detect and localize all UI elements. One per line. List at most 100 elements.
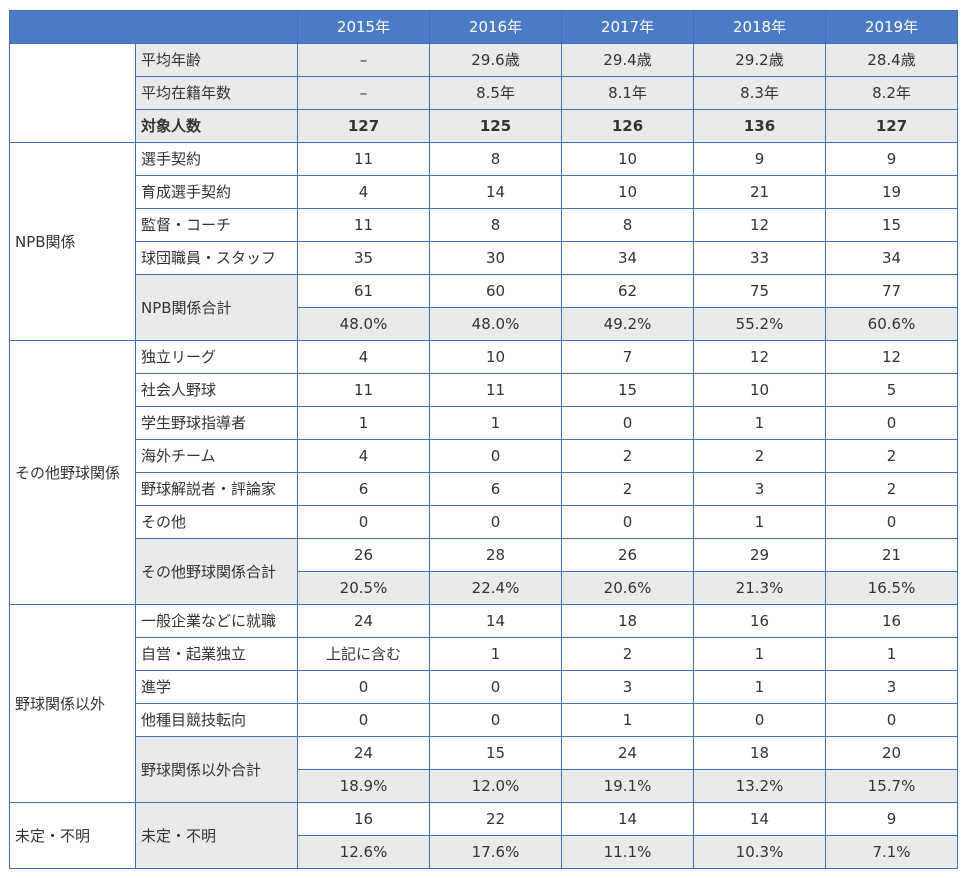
value-cell: 14 xyxy=(429,604,562,638)
percent-cell: 55.2% xyxy=(693,307,826,341)
table-row: 学生野球指導者 1 1 0 1 0 xyxy=(10,406,958,440)
value-cell: 0 xyxy=(429,505,562,539)
value-cell: 11 xyxy=(429,373,562,407)
value-cell: 11 xyxy=(297,208,430,242)
table-row: その他野球関係 独立リーグ 4 10 7 12 12 xyxy=(9,340,958,605)
percent-cell: 19.1% xyxy=(561,769,694,803)
value-cell: 16 xyxy=(297,802,430,836)
table-row: 平均年齢 –29.6歳 29.4歳 29.2歳 28.4歳 xyxy=(9,43,958,143)
value-cell: 24 xyxy=(297,604,430,638)
item-label: 自営・起業独立 xyxy=(135,637,298,671)
value-cell: 10 xyxy=(429,340,562,374)
value-cell: 16 xyxy=(825,604,958,638)
value-cell: 1 xyxy=(693,406,826,440)
value-cell: 1 xyxy=(561,703,694,737)
value-cell: 0 xyxy=(825,505,958,539)
value-cell: 1 xyxy=(693,505,826,539)
table-row: 育成選手契約 4 14 10 21 19 xyxy=(10,175,958,209)
percent-cell: 17.6% xyxy=(429,835,562,869)
percent-cell: 13.2% xyxy=(693,769,826,803)
table-row: 対象人数 127 125 126 136 127 xyxy=(10,109,958,143)
value-cell: 6 xyxy=(297,472,430,506)
value-cell: 5 xyxy=(825,373,958,407)
value-cell: 21 xyxy=(825,538,958,572)
percent-cell: 49.2% xyxy=(561,307,694,341)
item-label: 野球関係以外合計 xyxy=(135,736,298,803)
value-cell: 29 xyxy=(693,538,826,572)
item-label: 他種目競技転向 xyxy=(135,703,298,737)
item-label: 進学 xyxy=(135,670,298,704)
value-cell: 8.2年 xyxy=(825,76,958,110)
item-label: 選手契約 xyxy=(135,142,298,176)
table-row: 18.9% 12.0% 19.1% 13.2% 15.7% xyxy=(10,769,958,803)
value-cell: 35 xyxy=(297,241,430,275)
value-cell: 15 xyxy=(561,373,694,407)
value-cell: 127 xyxy=(825,109,958,143)
item-label: 育成選手契約 xyxy=(135,175,298,209)
value-cell: 11 xyxy=(297,373,430,407)
value-cell: 9 xyxy=(825,142,958,176)
value-cell: 0 xyxy=(561,406,694,440)
table-row: その他 0 0 0 1 0 xyxy=(10,505,958,539)
value-cell: 60 xyxy=(429,274,562,308)
table-row: 監督・コーチ 11 8 8 12 15 xyxy=(10,208,958,242)
value-cell: 75 xyxy=(693,274,826,308)
header-year: 2016年 xyxy=(429,10,562,44)
value-cell: 12 xyxy=(693,208,826,242)
table-row: 他種目競技転向 0 0 1 0 0 xyxy=(10,703,958,737)
value-cell: 1 xyxy=(825,637,958,671)
value-cell: 8.5年 xyxy=(429,76,562,110)
item-label: 監督・コーチ xyxy=(135,208,298,242)
table-row: その他野球関係合計 26 28 26 29 21 xyxy=(10,538,958,605)
value-cell: 30 xyxy=(429,241,562,275)
table-row: 野球解説者・評論家 6 6 2 3 2 xyxy=(10,472,958,506)
percent-cell: 48.0% xyxy=(429,307,562,341)
value-cell: 26 xyxy=(561,538,694,572)
percent-cell: 21.3% xyxy=(693,571,826,605)
percent-cell: 7.1% xyxy=(825,835,958,869)
table-row: 球団職員・スタッフ 35 30 34 33 34 xyxy=(10,241,958,275)
table-row: NPB関係合計 61 60 62 75 77 xyxy=(10,274,958,341)
category-label xyxy=(9,43,136,143)
table-row: 海外チーム 4 0 2 2 2 xyxy=(10,439,958,473)
value-cell: 1 xyxy=(429,406,562,440)
value-cell: 8.3年 xyxy=(693,76,826,110)
value-cell: 4 xyxy=(297,439,430,473)
value-cell: 22 xyxy=(429,802,562,836)
value-cell: 0 xyxy=(297,505,430,539)
item-label: 球団職員・スタッフ xyxy=(135,241,298,275)
value-cell: 8 xyxy=(429,208,562,242)
header-row: 2015年 2016年 2017年 2018年 2019年 xyxy=(9,10,958,44)
header-year: 2015年 xyxy=(297,10,430,44)
table-row: 野球関係以外合計 24 15 24 18 20 xyxy=(10,736,958,803)
value-cell: 12 xyxy=(693,340,826,374)
value-cell: 14 xyxy=(429,175,562,209)
item-label: 一般企業などに就職 xyxy=(135,604,298,638)
value-cell: 12 xyxy=(825,340,958,374)
value-cell: 24 xyxy=(297,736,430,770)
category-label: その他野球関係 xyxy=(9,340,136,605)
percent-cell: 18.9% xyxy=(297,769,430,803)
value-cell: 2 xyxy=(825,439,958,473)
item-label: 学生野球指導者 xyxy=(135,406,298,440)
value-cell: 8.1年 xyxy=(561,76,694,110)
table-row: 野球関係以外 一般企業などに就職 24 14 18 16 16 xyxy=(9,604,958,803)
percent-cell: 16.5% xyxy=(825,571,958,605)
value-cell: 29.4歳 xyxy=(561,43,694,77)
value-cell: 34 xyxy=(825,241,958,275)
percent-cell: 10.3% xyxy=(693,835,826,869)
value-cell: 3 xyxy=(693,472,826,506)
header-year: 2018年 xyxy=(693,10,826,44)
value-cell: 15 xyxy=(429,736,562,770)
value-cell: 0 xyxy=(561,505,694,539)
value-cell: 2 xyxy=(825,472,958,506)
value-cell: 3 xyxy=(561,670,694,704)
table-row: 48.0% 48.0% 49.2% 55.2% 60.6% xyxy=(10,307,958,341)
table-row: 社会人野球 11 11 15 10 5 xyxy=(10,373,958,407)
value-cell: 9 xyxy=(825,802,958,836)
category-label: NPB関係 xyxy=(9,142,136,341)
item-label: その他野球関係合計 xyxy=(135,538,298,605)
value-cell: 61 xyxy=(297,274,430,308)
value-cell: 6 xyxy=(429,472,562,506)
item-label: 独立リーグ xyxy=(135,340,298,374)
